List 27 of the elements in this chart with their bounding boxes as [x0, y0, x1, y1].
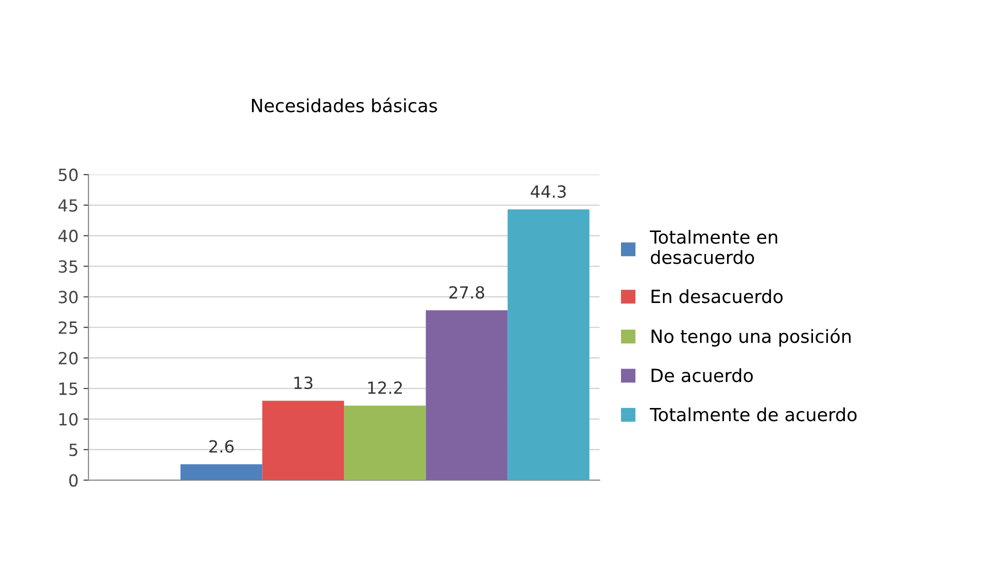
data-label: 27.8 — [449, 286, 484, 299]
y-tick-label: 45 — [58, 199, 78, 212]
y-tick-label: 5 — [69, 444, 78, 456]
bar — [180, 464, 262, 480]
y-tick-label: 25 — [58, 321, 78, 334]
data-label: 44.3 — [530, 185, 566, 198]
y-tick-label: 35 — [58, 260, 78, 273]
legend-label: De acuerdo — [652, 368, 753, 382]
bar — [344, 406, 426, 480]
data-label: 2.6 — [209, 440, 234, 453]
y-tick-label: 10 — [59, 413, 78, 426]
y-tick-label: 20 — [58, 352, 78, 364]
y-tick-label: 40 — [58, 230, 78, 242]
data-label: 12.2 — [368, 381, 402, 394]
y-tick-label: 0 — [69, 474, 78, 487]
y-tick-label: 30 — [58, 290, 78, 304]
bar — [508, 209, 590, 480]
legend-label: No tengo una posición — [652, 328, 851, 347]
data-label: 13 — [294, 376, 312, 390]
legend-label: Totalmente de acuerdo — [650, 407, 857, 422]
chart-title: Necesidades básicas — [252, 98, 437, 112]
bar — [426, 310, 508, 480]
y-tick-label: 15 — [59, 382, 78, 396]
legend-label: En desacuerdo — [652, 289, 783, 304]
y-tick-label: 50 — [58, 168, 78, 182]
legend-label: Totalmente en desacuerdo — [650, 230, 778, 264]
bar — [262, 400, 344, 480]
